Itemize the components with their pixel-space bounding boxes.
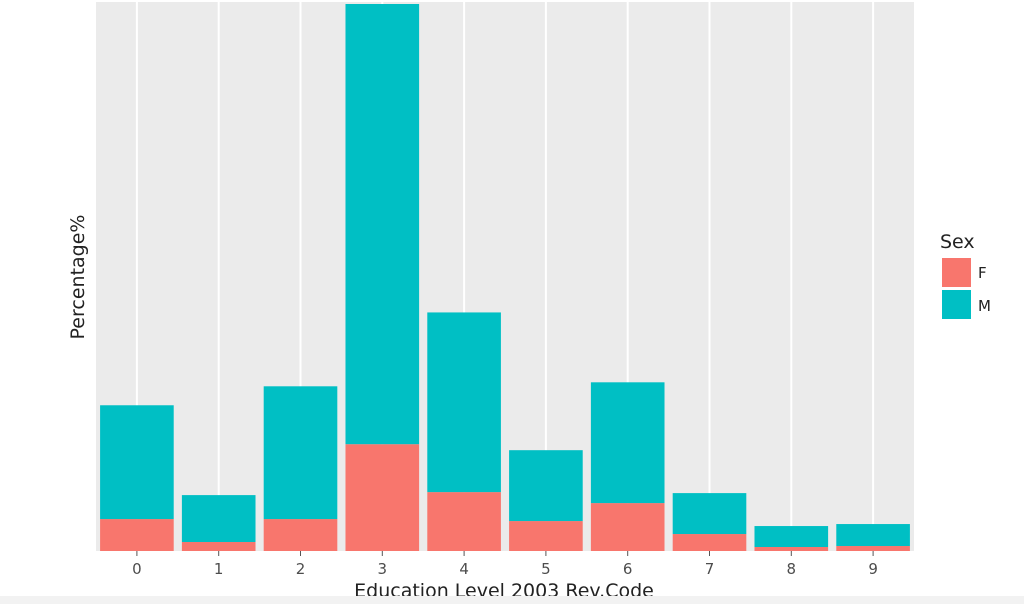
- bar-0-f: [100, 519, 174, 551]
- legend-label-f: F: [978, 264, 987, 282]
- x-tick-label-0: 0: [132, 560, 142, 578]
- x-tick-label-3: 3: [378, 560, 388, 578]
- x-tick-label-1: 1: [214, 560, 224, 578]
- x-tick-label-6: 6: [623, 560, 633, 578]
- x-axis-ticks: 0 1 2 3 4 5 6 7 8 9: [132, 551, 878, 578]
- bar-6-m: [590, 382, 665, 504]
- bar-9-f: [836, 546, 910, 551]
- bottom-strip: [0, 596, 1024, 604]
- bar-9-m: [836, 524, 910, 547]
- bar-2-f: [263, 519, 338, 551]
- bar-1-m: [181, 495, 256, 543]
- legend-swatch-f: [942, 258, 971, 287]
- bar-4-f: [427, 492, 501, 551]
- bar-5-m: [509, 450, 583, 522]
- legend-title: Sex: [940, 231, 975, 253]
- bar-8-m: [754, 526, 829, 548]
- x-tick-label-8: 8: [787, 560, 797, 578]
- x-tick-label-5: 5: [541, 560, 551, 578]
- bar-8-f: [754, 547, 829, 551]
- bar-7-m: [672, 493, 747, 535]
- legend-swatch-m: [942, 290, 971, 319]
- plot-panel: [96, 2, 914, 551]
- bar-3-m: [345, 3, 420, 445]
- bar-7-f: [672, 534, 747, 551]
- x-tick-label-9: 9: [868, 560, 878, 578]
- bar-0-m: [100, 405, 174, 520]
- legend: Sex F M: [940, 231, 991, 319]
- bar-4-m: [427, 312, 501, 493]
- x-tick-label-7: 7: [705, 560, 715, 578]
- bar-1-f: [181, 542, 256, 551]
- bar-6-f: [590, 503, 665, 551]
- bars: [100, 3, 910, 551]
- legend-label-m: M: [978, 297, 991, 315]
- bar-5-f: [509, 521, 583, 551]
- y-axis-title: Percentage%: [67, 215, 89, 340]
- bar-2-m: [263, 386, 338, 520]
- x-tick-label-4: 4: [459, 560, 469, 578]
- bar-3-f: [345, 444, 420, 551]
- x-tick-label-2: 2: [296, 560, 306, 578]
